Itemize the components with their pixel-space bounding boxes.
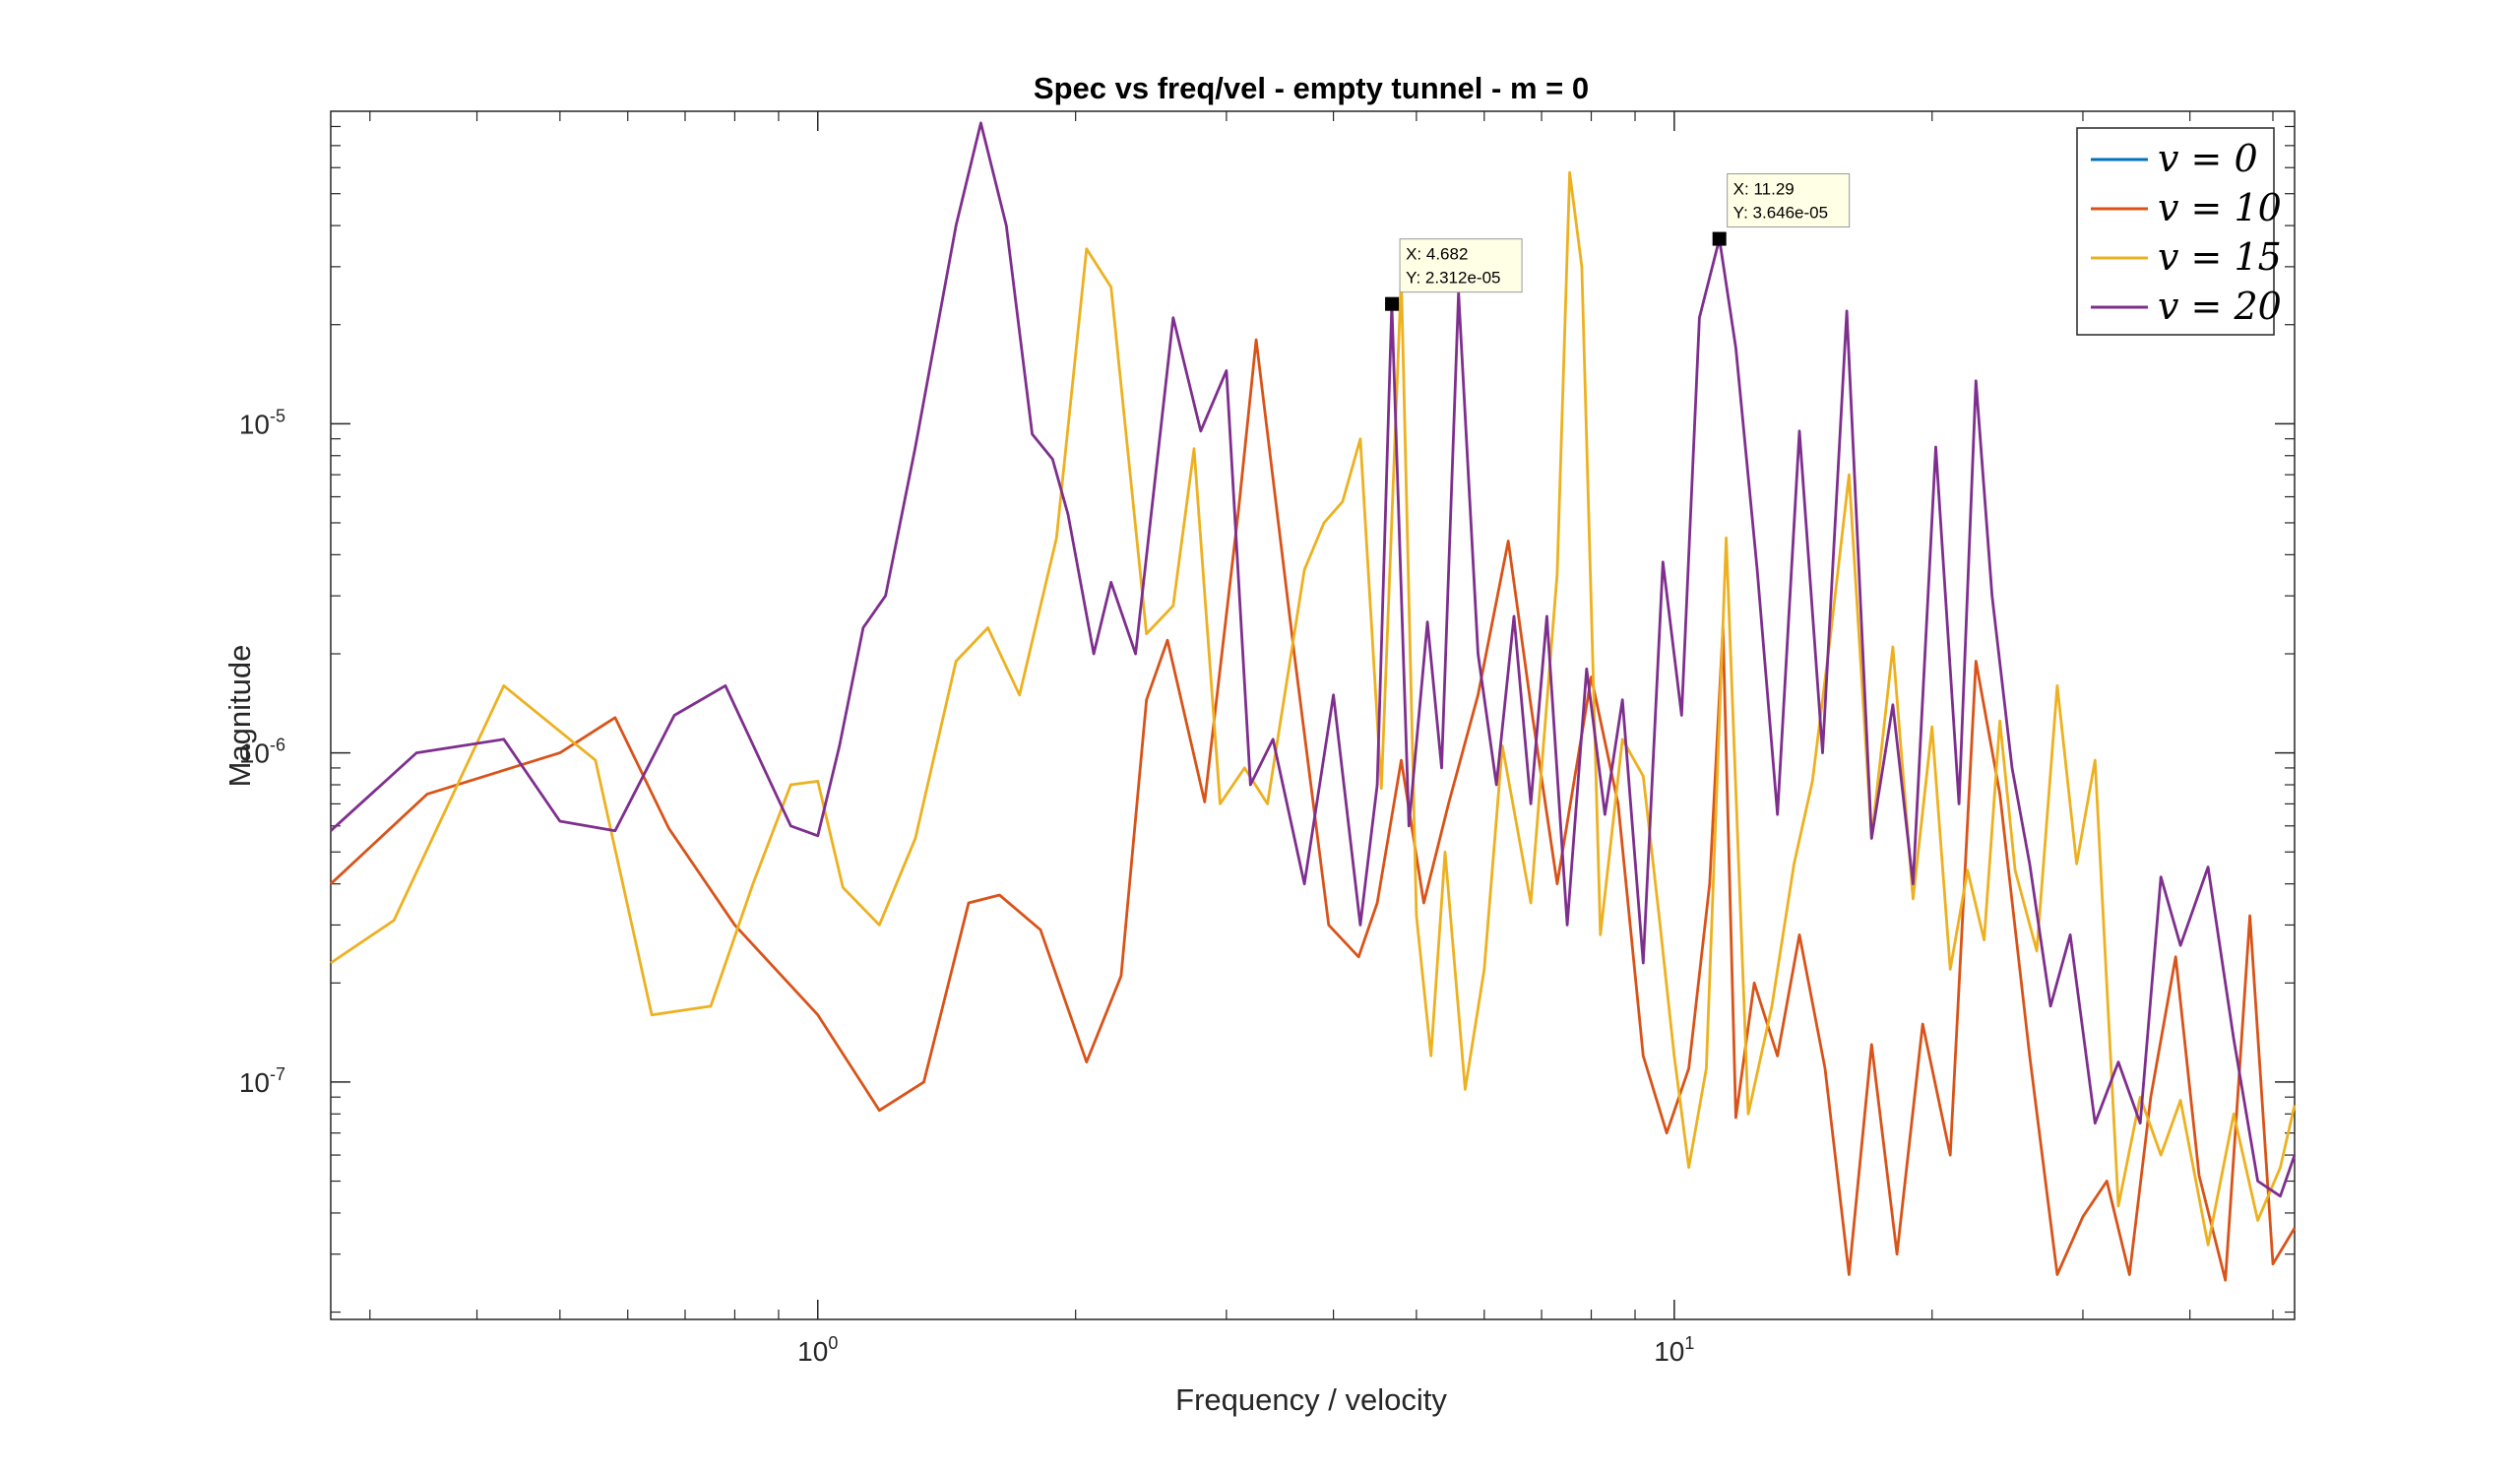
y-tick-label: 10-6 [239, 736, 285, 769]
plot-area [330, 110, 2296, 1320]
x-axis-label: Frequency / velocity [1175, 1382, 1447, 1417]
legend-label: v = 0 [2158, 137, 2258, 180]
datatip[interactable]: X: 11.29 Y: 3.646e-05 [1712, 173, 1851, 246]
series-layer [330, 121, 2297, 1282]
legend-box [2076, 127, 2275, 336]
minor-ticks [331, 111, 2295, 1319]
series-line-2 [330, 170, 2297, 1247]
x-tick-label: 100 [797, 1333, 838, 1367]
legend[interactable]: v = 0 v = 10 v = 15 v = 20 [2076, 127, 2282, 336]
y-tick-label: 10-5 [239, 406, 285, 439]
datatip-marker [1712, 231, 1727, 246]
series-line-1 [330, 338, 2297, 1282]
y-tick-label: 10-7 [239, 1064, 285, 1098]
x-tick-label: 101 [1654, 1333, 1694, 1367]
datatip[interactable]: X: 4.682 Y: 2.312e-05 [1385, 238, 1523, 311]
legend-label: v = 10 [2158, 186, 2282, 229]
datatip-x: X: 4.682 [1406, 245, 1468, 264]
chart-title: Spec vs freq/vel - empty tunnel - m = 0 [1034, 71, 1589, 105]
datatip-y: Y: 2.312e-05 [1406, 269, 1500, 288]
legend-label: v = 20 [2158, 285, 2282, 328]
datatip-y: Y: 3.646e-05 [1733, 204, 1828, 223]
datatip-box [1727, 173, 1851, 228]
series-line-3 [330, 121, 2297, 1198]
y-axis-label: Magnitude [222, 645, 257, 788]
major-ticks: 100 101 10-5 10-6 10-7 [239, 111, 2295, 1367]
datatip-x: X: 11.29 [1733, 180, 1795, 199]
legend-label: v = 15 [2158, 235, 2282, 279]
datatip-marker [1385, 296, 1400, 311]
annotation-layer: X: 4.682 Y: 2.312e-05 X: 11.29 Y: 3.646e-05 [1385, 173, 1851, 311]
datatip-box [1399, 238, 1523, 293]
